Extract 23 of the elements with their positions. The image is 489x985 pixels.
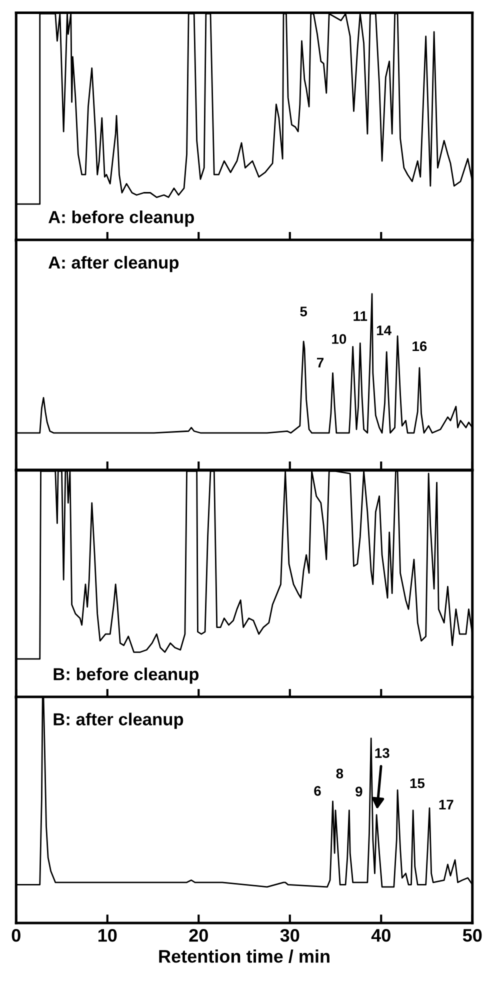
text: A: before cleanup xyxy=(48,210,194,227)
annotation: 11 xyxy=(354,311,368,321)
x-tick-label: 30 xyxy=(280,928,300,942)
annotation: 16 xyxy=(412,341,427,352)
annotation: 10 xyxy=(332,334,346,344)
annotation: 9 xyxy=(356,786,362,797)
annotation: 13 xyxy=(375,748,390,758)
x-tick-label: 20 xyxy=(189,928,208,942)
annotation: 8 xyxy=(336,768,344,778)
annotation: 7 xyxy=(317,358,324,368)
annotation: 15 xyxy=(410,778,425,788)
annotation: 14 xyxy=(376,326,392,336)
x-axis-title: Retention time / min xyxy=(159,950,330,963)
x-tick-label: 0 xyxy=(12,928,20,942)
annotation: 6 xyxy=(314,786,321,796)
x-tick-label: 50 xyxy=(462,928,482,942)
text: B: after cleanup xyxy=(54,712,184,729)
text: B: before cleanup xyxy=(54,668,199,684)
chart-title: A: after cleanup xyxy=(48,256,179,272)
annotation: 5 xyxy=(300,306,308,316)
x-tick-label: 10 xyxy=(98,928,117,942)
x-tick-label: 40 xyxy=(371,928,390,942)
annotation: 17 xyxy=(439,800,454,810)
